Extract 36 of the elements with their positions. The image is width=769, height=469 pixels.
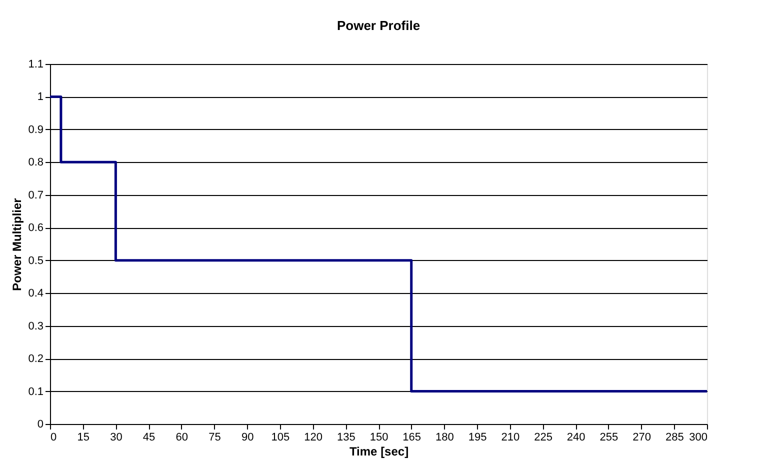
y-tick-label: 0.3 <box>28 320 44 332</box>
x-tick-label: 180 <box>436 432 454 444</box>
y-tick-label: 0.7 <box>28 189 44 202</box>
y-tick-label: 1.1 <box>28 58 44 70</box>
y-tick-label: 0.4 <box>28 288 44 300</box>
x-tick-label: 105 <box>271 432 290 444</box>
x-tick-label: 300 <box>689 432 708 444</box>
x-tick-label: 285 <box>665 432 684 444</box>
x-tick-label: 90 <box>241 432 254 444</box>
y-tick-label: 0.9 <box>28 124 44 136</box>
x-tick-label: 120 <box>304 432 322 444</box>
x-axis-title: Time [sec] <box>349 444 409 458</box>
x-tick-label: 15 <box>77 432 90 444</box>
x-tick-label: 150 <box>370 432 388 444</box>
chart-title: Power Profile <box>336 18 420 33</box>
x-tick-label: 165 <box>402 432 422 444</box>
y-axis-title: Power Multiplier <box>10 198 24 291</box>
x-tick-label: 75 <box>208 432 221 444</box>
y-tick-label: 0.2 <box>28 353 44 366</box>
x-tick-label: 60 <box>176 432 188 444</box>
x-tick-label: 45 <box>142 432 156 444</box>
x-tick-label: 195 <box>468 432 487 444</box>
y-tick-label: 0.6 <box>28 222 44 234</box>
y-tick-label: 0.1 <box>28 386 44 398</box>
x-tick-label: 270 <box>632 432 651 444</box>
y-tick-label: 0.8 <box>28 156 44 169</box>
y-tick-label: 1 <box>37 91 44 104</box>
x-tick-label: 255 <box>600 432 618 444</box>
x-tick-label: 240 <box>566 432 586 444</box>
x-tick-label: 225 <box>534 432 552 444</box>
x-tick-label: 0 <box>50 432 57 444</box>
x-tick-label: 210 <box>501 432 520 444</box>
y-tick-label: 0.5 <box>28 254 44 267</box>
y-tick-label: 0 <box>37 418 44 430</box>
x-tick-label: 135 <box>336 432 356 444</box>
x-tick-label: 30 <box>110 432 122 444</box>
